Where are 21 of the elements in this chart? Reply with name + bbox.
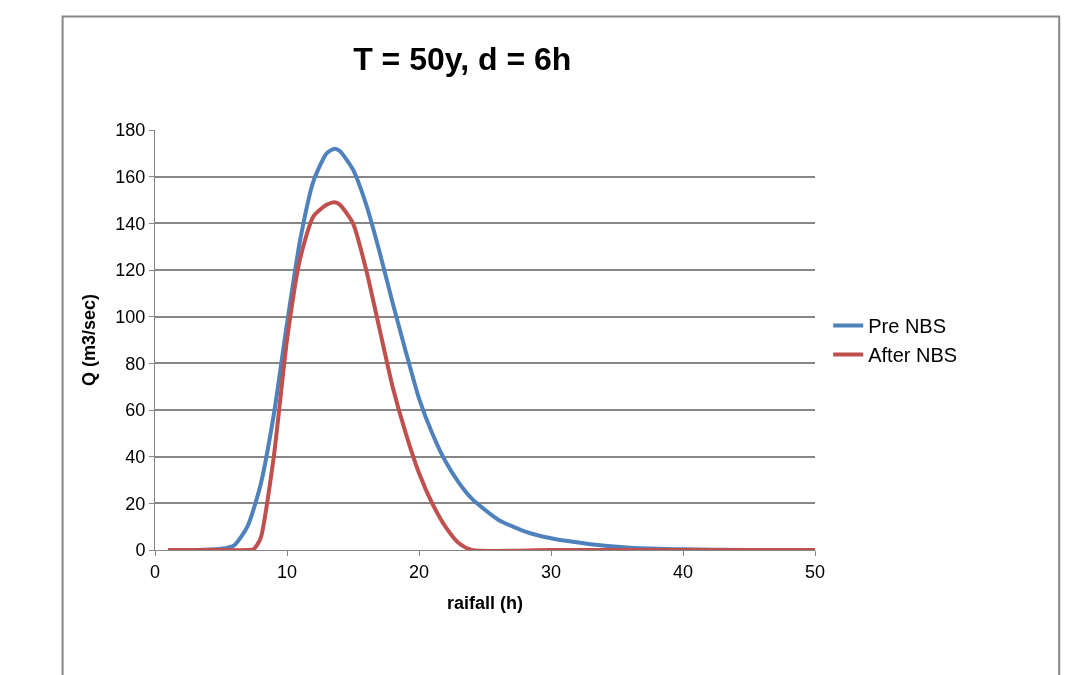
y-tick-label: 140 (115, 213, 146, 234)
x-tick-label: 40 (672, 561, 694, 582)
x-tick-label: 20 (408, 561, 430, 582)
y-tick-label: 40 (125, 446, 146, 467)
y-tick-label: 120 (115, 260, 146, 281)
x-tick-label: 10 (276, 561, 298, 582)
x-tick-label: 30 (540, 561, 562, 582)
y-tick-label: 180 (115, 120, 146, 141)
y-tick-label: 80 (125, 353, 146, 374)
y-tick-label: 160 (115, 166, 146, 187)
legend-label: After NBS (868, 344, 958, 367)
y-axis-title: Q (m3/sec) (78, 293, 99, 387)
legend-label: Pre NBS (868, 315, 947, 338)
x-tick-label: 0 (149, 561, 161, 582)
y-tick-label: 100 (115, 306, 146, 327)
y-tick-label: 0 (135, 540, 146, 561)
y-tick-label: 20 (125, 493, 146, 514)
x-axis-title: raifall (h) (446, 592, 524, 613)
x-tick-label: 50 (804, 561, 826, 582)
chart-title: T = 50y, d = 6h (353, 40, 572, 77)
y-tick-label: 60 (125, 400, 146, 421)
